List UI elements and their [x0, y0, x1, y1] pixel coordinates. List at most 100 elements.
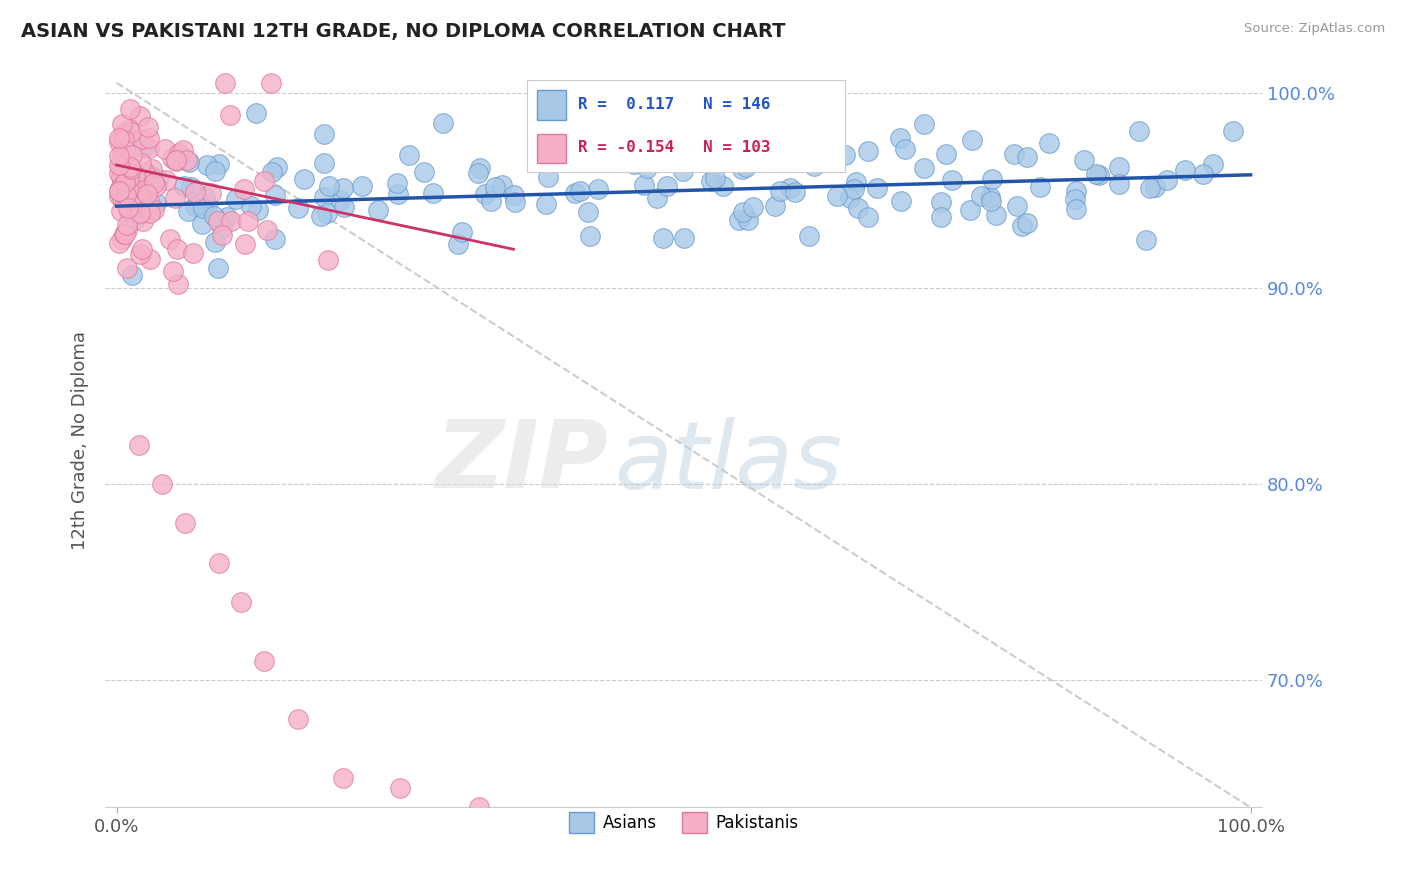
Point: [704, 171, 727, 186]
Point: [120, 125, 142, 139]
Point: [176, 153, 198, 167]
Point: [1143, 179, 1166, 194]
Point: [842, 182, 865, 196]
Point: [110, 145, 132, 160]
Point: [253, 654, 276, 668]
Point: [240, 199, 263, 213]
Point: [576, 205, 599, 219]
Point: [389, 780, 412, 795]
Point: [120, 160, 142, 174]
Point: [1108, 160, 1130, 174]
Point: [134, 179, 156, 194]
Point: [735, 160, 758, 174]
Point: [118, 170, 141, 185]
Point: [479, 194, 502, 209]
Point: [124, 168, 146, 182]
Point: [838, 191, 860, 205]
Point: [118, 121, 141, 136]
Point: [232, 182, 254, 196]
Point: [432, 116, 454, 130]
Point: [146, 172, 169, 186]
Legend: Asians, Pakistanis: Asians, Pakistanis: [562, 805, 804, 839]
Point: [111, 179, 134, 194]
Point: [484, 179, 506, 194]
Point: [211, 228, 233, 243]
Point: [763, 199, 786, 213]
Point: [769, 184, 792, 198]
Point: [623, 157, 645, 171]
Point: [1192, 168, 1215, 182]
Point: [108, 184, 131, 198]
Point: [121, 147, 143, 161]
Point: [1066, 184, 1088, 198]
Point: [145, 196, 167, 211]
Point: [108, 166, 131, 180]
Point: [672, 230, 695, 244]
Point: [180, 180, 202, 194]
Point: [121, 182, 143, 196]
Point: [470, 161, 492, 175]
Text: ZIP: ZIP: [436, 417, 609, 508]
Point: [287, 201, 309, 215]
Point: [931, 194, 953, 209]
Point: [262, 165, 284, 179]
Point: [128, 438, 150, 452]
Point: [1222, 124, 1244, 138]
Point: [177, 204, 200, 219]
Point: [160, 151, 183, 165]
Point: [846, 201, 869, 215]
Point: [125, 194, 148, 209]
Point: [264, 188, 287, 202]
Point: [834, 148, 856, 162]
Point: [564, 186, 586, 201]
Point: [120, 102, 142, 116]
Point: [110, 169, 132, 184]
Point: [219, 214, 242, 228]
Point: [636, 161, 658, 176]
Point: [120, 162, 142, 177]
Point: [312, 155, 335, 169]
Point: [1011, 219, 1033, 233]
Point: [108, 189, 131, 203]
Point: [143, 176, 166, 190]
Point: [333, 200, 356, 214]
Point: [264, 232, 287, 246]
Point: [108, 181, 131, 195]
Point: [214, 76, 236, 90]
Point: [1017, 150, 1039, 164]
Point: [132, 214, 155, 228]
Point: [121, 268, 143, 282]
Point: [970, 188, 993, 202]
Point: [825, 188, 848, 202]
Point: [184, 185, 207, 199]
Point: [115, 164, 138, 178]
Point: [797, 229, 820, 244]
Point: [139, 252, 162, 266]
Point: [233, 236, 256, 251]
Point: [191, 201, 214, 215]
Point: [117, 201, 139, 215]
Point: [889, 131, 911, 145]
Point: [1156, 173, 1178, 187]
Point: [256, 223, 278, 237]
Point: [586, 182, 609, 196]
Point: [672, 164, 695, 178]
Point: [112, 227, 135, 241]
Point: [912, 118, 935, 132]
Point: [314, 128, 336, 142]
Point: [505, 195, 527, 210]
Point: [132, 140, 155, 154]
Point: [312, 190, 335, 204]
Point: [141, 162, 163, 177]
Point: [124, 211, 146, 226]
Point: [129, 247, 152, 261]
Point: [727, 213, 749, 227]
Point: [935, 146, 957, 161]
Point: [129, 156, 152, 170]
Point: [136, 187, 159, 202]
Point: [138, 131, 160, 145]
Point: [110, 158, 132, 172]
Point: [960, 133, 983, 147]
Point: [112, 133, 135, 147]
Point: [114, 143, 136, 157]
